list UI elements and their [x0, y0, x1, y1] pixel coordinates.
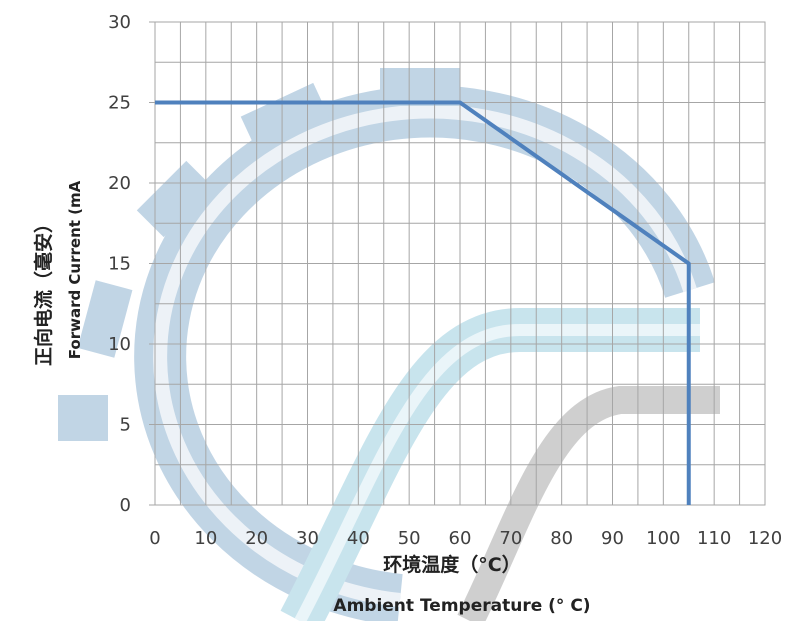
x-tick-label: 110: [697, 528, 731, 549]
watermark-tooth-3: [136, 160, 214, 238]
x-tick-label: 100: [646, 528, 680, 549]
y-axis-label-en: Forward Current (mA: [66, 180, 84, 359]
y-tick-label: 10: [108, 334, 131, 355]
x-tick-label: 60: [449, 528, 472, 549]
x-tick-label: 40: [347, 528, 370, 549]
x-tick-label: 30: [296, 528, 319, 549]
x-axis-label-cn: 环境温度（°C）: [383, 553, 520, 576]
x-axis-label-en: Ambient Temperature (° C): [333, 596, 590, 616]
watermark-arm-inner: [294, 324, 700, 621]
y-tick-label: 20: [108, 173, 131, 194]
x-tick-label: 0: [149, 528, 160, 549]
watermark-logo: [58, 68, 720, 621]
y-tick-label: 30: [108, 12, 131, 33]
series-line: [155, 100, 691, 505]
y-tick-label: 25: [108, 93, 131, 114]
series-group: [155, 100, 691, 505]
x-tick-label: 20: [245, 528, 268, 549]
watermark-tooth-4: [77, 280, 133, 358]
x-tick-labels: 0 10 20 30 40 50 60 70 80 90 100 110 120: [149, 528, 782, 549]
y-tick-label: 15: [108, 254, 131, 275]
watermark-gear-ring-inner: [153, 104, 697, 607]
y-tick-label: 5: [120, 415, 131, 436]
y-tick-label: 0: [120, 495, 131, 516]
x-tick-label: 120: [748, 528, 782, 549]
watermark-tooth-5: [58, 395, 108, 441]
watermark-tooth-1: [380, 68, 460, 106]
y-axis-label-cn: 正向电流（毫安）: [32, 214, 55, 366]
watermark-arm-2: [457, 386, 720, 621]
x-tick-label: 90: [601, 528, 624, 549]
y-tick-labels: 0 5 10 15 20 25 30: [108, 12, 131, 516]
x-tick-label: 10: [194, 528, 217, 549]
x-tick-label: 70: [499, 528, 522, 549]
x-tick-label: 80: [550, 528, 573, 549]
x-tick-label: 50: [398, 528, 421, 549]
